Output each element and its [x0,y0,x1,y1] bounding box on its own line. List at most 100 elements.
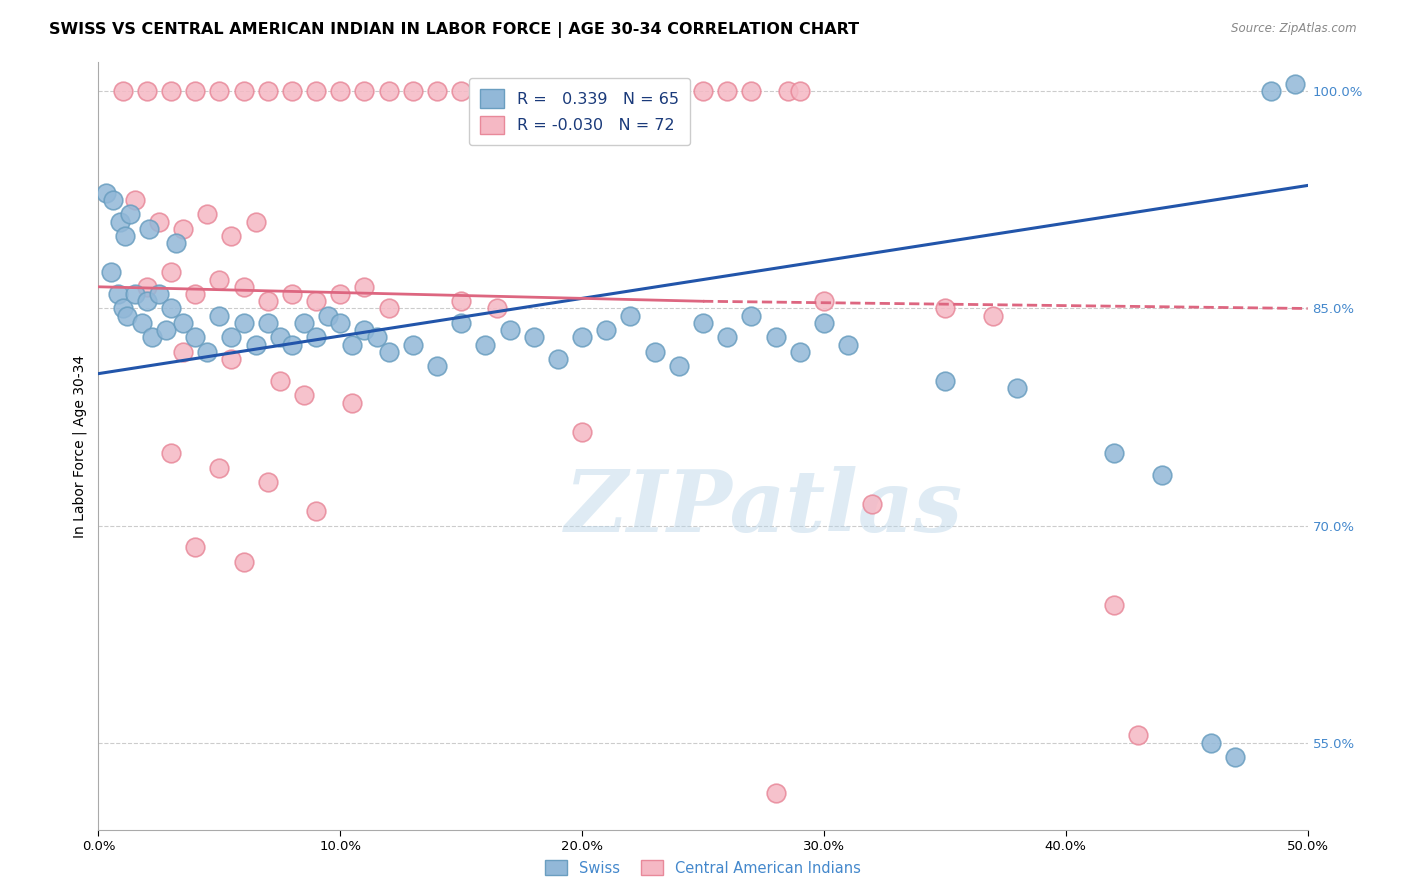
Text: Source: ZipAtlas.com: Source: ZipAtlas.com [1232,22,1357,36]
Y-axis label: In Labor Force | Age 30-34: In Labor Force | Age 30-34 [73,354,87,538]
Point [221,352,243,367]
Point [114,229,136,244]
Point [131,316,153,330]
Point [692,316,714,330]
Point [595,84,617,98]
Point [135,294,157,309]
Point [108,214,131,228]
Point [1284,77,1306,91]
Point [160,84,183,98]
Point [232,84,254,98]
Point [329,287,352,301]
Point [595,323,617,337]
Point [619,309,641,323]
Point [141,330,163,344]
Point [765,786,787,800]
Point [353,84,375,98]
Point [281,287,304,301]
Point [269,330,291,344]
Point [281,84,304,98]
Point [172,345,194,359]
Text: SWISS VS CENTRAL AMERICAN INDIAN IN LABOR FORCE | AGE 30-34 CORRELATION CHART: SWISS VS CENTRAL AMERICAN INDIAN IN LABO… [49,22,859,38]
Point [789,345,811,359]
Point [160,301,183,316]
Point [208,272,231,286]
Point [316,309,339,323]
Point [402,337,425,351]
Point [426,84,449,98]
Point [776,84,799,98]
Point [668,84,690,98]
Point [117,309,139,323]
Point [245,214,267,228]
Point [765,330,787,344]
Point [366,330,388,344]
Point [498,84,520,98]
Point [571,330,593,344]
Point [221,229,243,244]
Point [740,84,762,98]
Point [292,388,315,402]
Point [208,84,231,98]
Point [232,555,254,569]
Point [135,280,157,294]
Point [523,330,546,344]
Point [135,84,157,98]
Point [426,359,449,374]
Point [221,330,243,344]
Point [498,323,520,337]
Point [474,337,496,351]
Point [342,337,364,351]
Point [353,280,375,294]
Point [232,316,254,330]
Point [813,294,835,309]
Point [148,287,170,301]
Point [124,193,146,207]
Point [305,294,328,309]
Point [292,316,315,330]
Point [934,374,956,388]
Point [111,301,134,316]
Point [523,84,546,98]
Point [148,214,170,228]
Point [184,287,207,301]
Point [1007,381,1029,395]
Point [1152,467,1174,482]
Point [860,497,883,511]
Point [644,345,666,359]
Point [353,323,375,337]
Point [1260,84,1282,98]
Point [155,323,177,337]
Point [981,309,1004,323]
Point [208,309,231,323]
Point [486,301,509,316]
Point [474,84,496,98]
Point [100,265,122,279]
Point [716,330,738,344]
Point [118,207,141,221]
Point [342,395,364,409]
Point [668,359,690,374]
Point [208,460,231,475]
Point [619,84,641,98]
Point [256,84,278,98]
Point [837,337,859,351]
Legend: Swiss, Central American Indians: Swiss, Central American Indians [537,853,869,883]
Point [195,345,218,359]
Point [138,222,160,236]
Legend: R =   0.339   N = 65, R = -0.030   N = 72: R = 0.339 N = 65, R = -0.030 N = 72 [470,78,690,145]
Point [256,475,278,490]
Point [245,337,267,351]
Point [232,280,254,294]
Point [305,330,328,344]
Point [329,316,352,330]
Point [101,193,124,207]
Point [1199,736,1222,750]
Point [111,84,134,98]
Point [269,374,291,388]
Point [184,330,207,344]
Point [305,84,328,98]
Point [256,316,278,330]
Point [571,84,593,98]
Point [813,316,835,330]
